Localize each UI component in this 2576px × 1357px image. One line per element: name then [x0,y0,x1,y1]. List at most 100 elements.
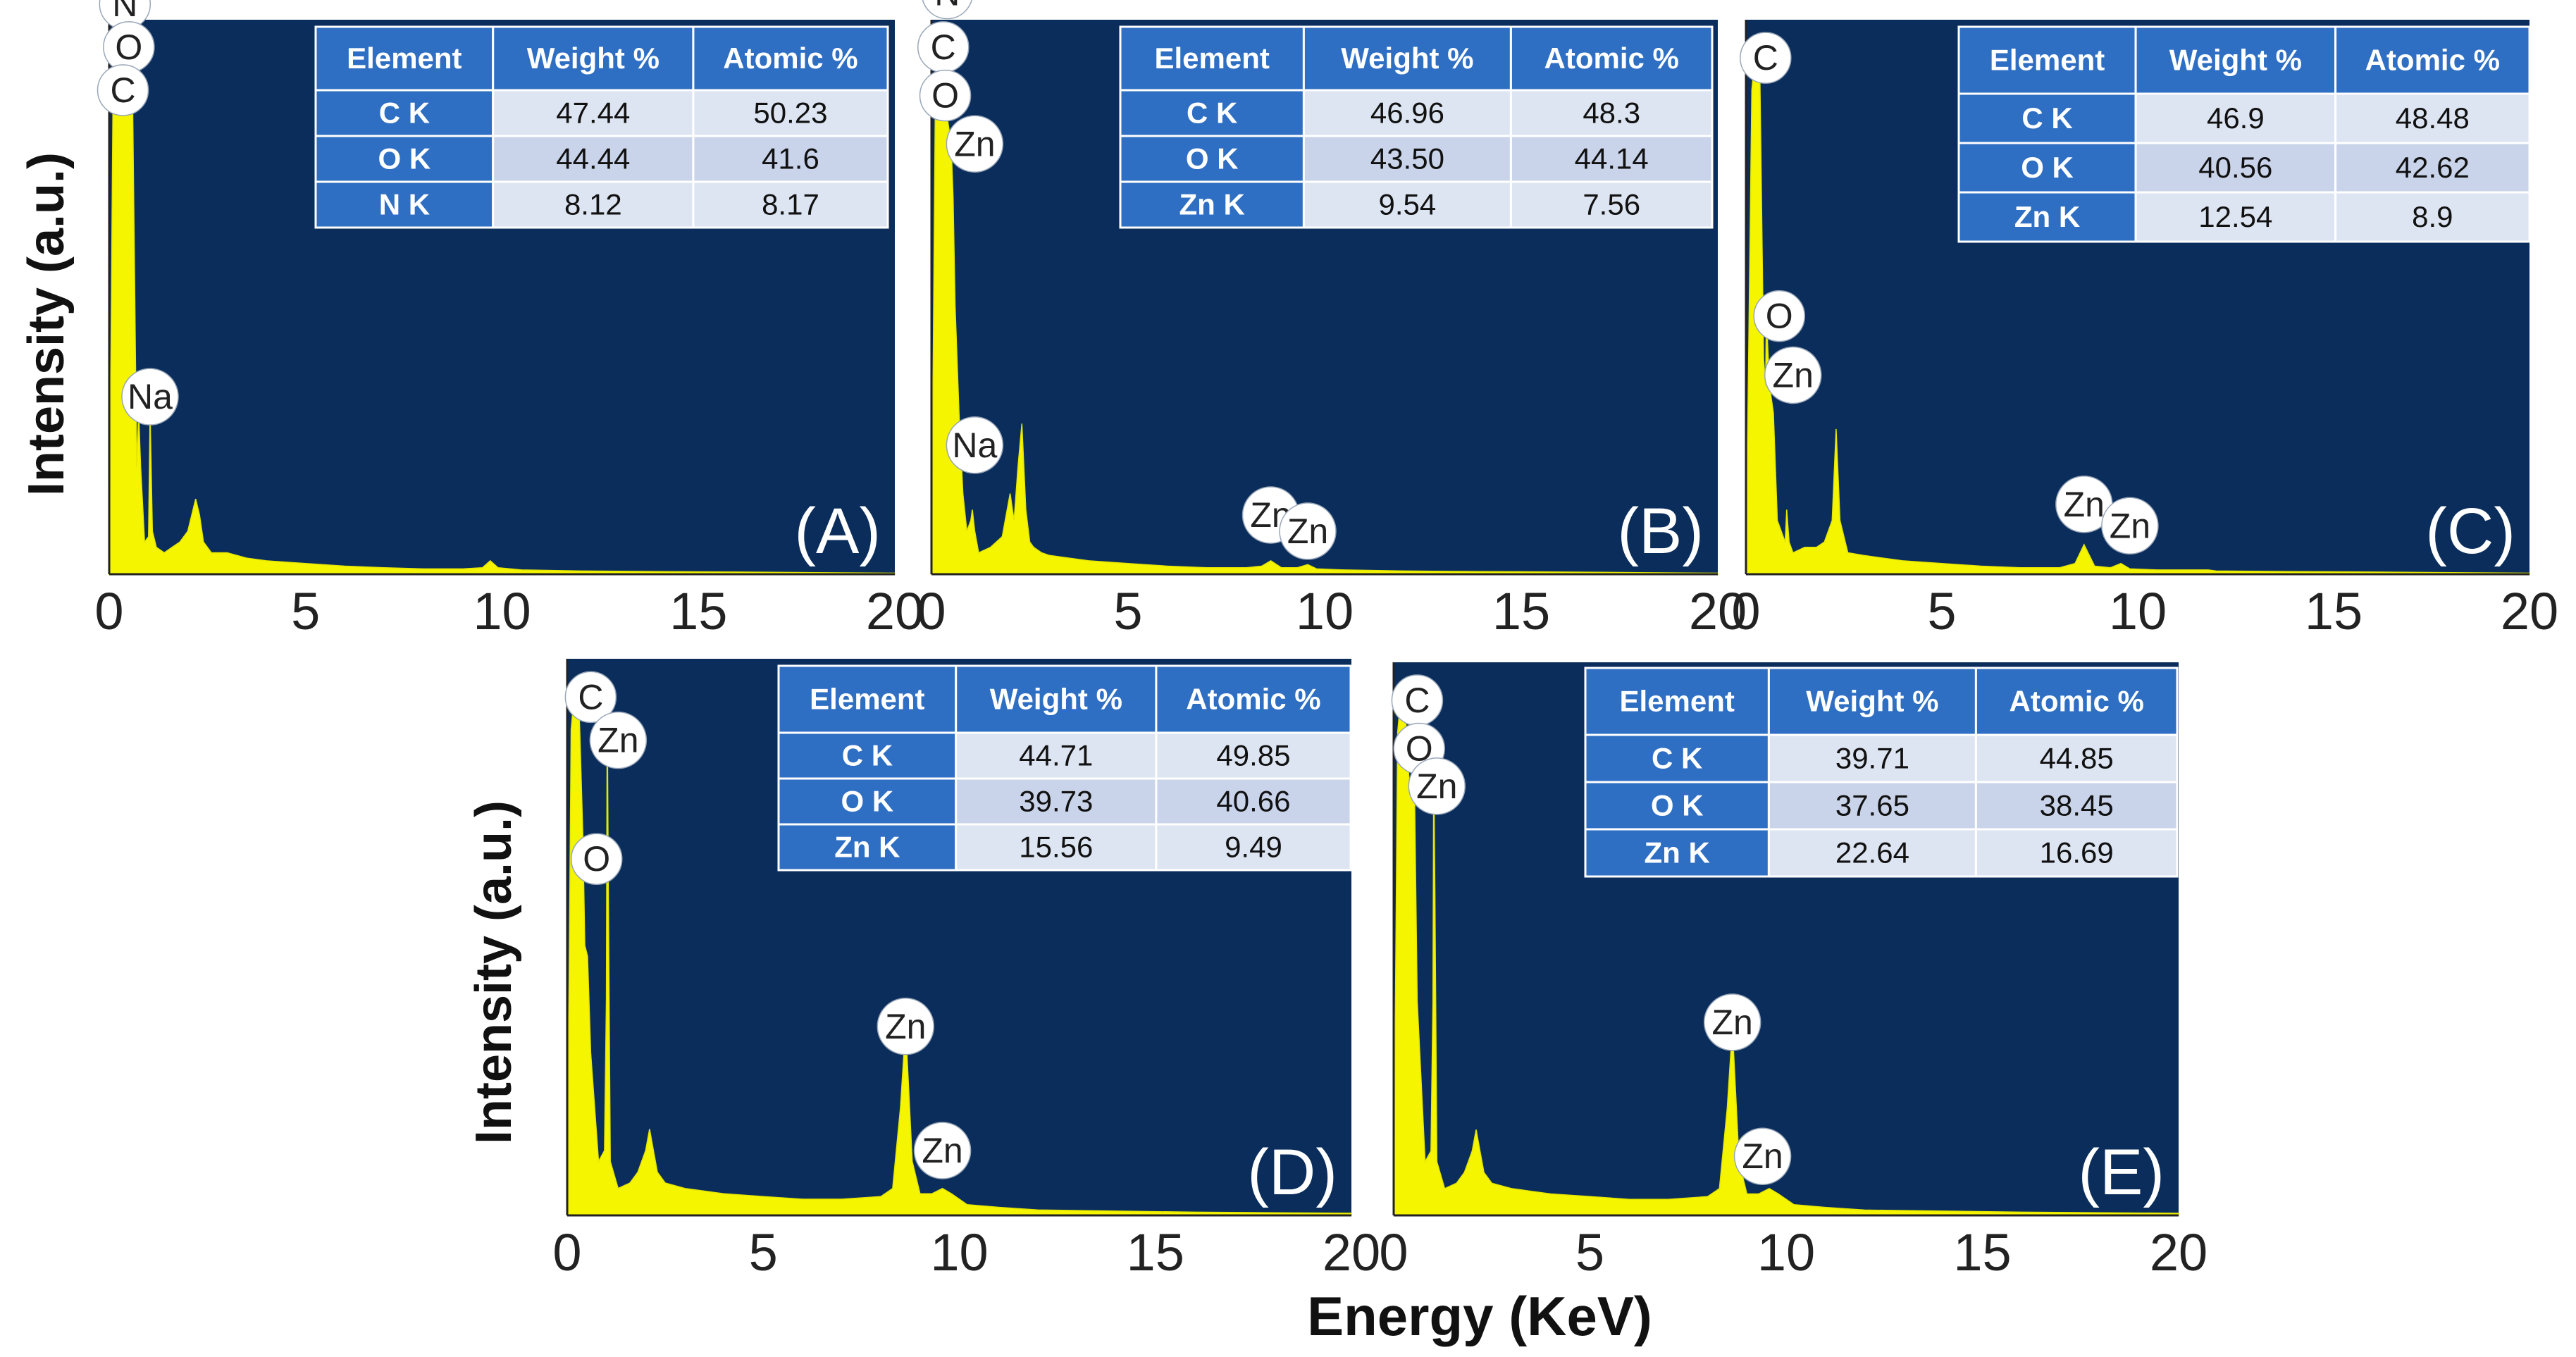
table-value-cell [1509,135,1714,183]
table-value-text: 15.56 [1019,831,1093,864]
x-tick-label: 0 [1379,1223,1408,1282]
table-row: O K 44.44 41.6 [314,135,889,183]
table-element-text: C K [842,739,893,772]
table-value-text: 39.71 [1835,742,1909,775]
peak-label-text: Zn [1287,512,1328,551]
table-header-text: Weight % [1806,685,1938,718]
eds-panel-a: 0 5 10 15 20 (A) NOC Na Element Weight % Atomic % C… [94,0,924,640]
table-header-text: Atomic % [2365,44,2500,77]
composition-table: Element Weight % Atomic % C K 46.9 48.48 O K 40… [1957,25,2531,243]
peak-label: Zn [1279,502,1337,560]
table-element-text: O K [1651,789,1704,822]
x-tick-label: 0 [552,1223,581,1282]
table-value-text: 39.73 [1019,785,1093,818]
peak-label-text: Zn [1416,767,1457,806]
peak-label-circle [877,998,935,1055]
table-header-text: Atomic % [1544,42,1679,75]
table-element-text: O K [841,785,894,818]
table-element-text: C K [379,97,430,130]
table-header-text: Element [810,683,924,716]
peak-label: C [564,671,617,724]
x-tick-label: 0 [1731,582,1760,640]
table-row: C K 46.96 48.3 [1119,89,1714,137]
peak-label: Zn [913,1122,972,1179]
peak-label: Na [121,368,179,426]
x-tick-label: 0 [917,582,946,640]
peak-label-circle [2101,497,2159,555]
table-element-cell [1584,781,1770,831]
table-row: C K 47.44 50.23 [314,89,889,137]
table-value-text: 44.14 [1575,142,1649,175]
x-tick-label: 5 [1575,1223,1604,1282]
peak-label-circle [564,671,617,724]
table-value-cell [1767,733,1977,783]
panel-label: (C) [2425,495,2515,567]
table-element-text: Zn K [2014,200,2080,233]
table-element-cell [1957,142,2137,194]
panel-label: (B) [1617,495,1704,567]
peak-label-text: Zn [2064,485,2105,524]
x-tick-label: 20 [1689,582,1747,640]
table-value-text: 49.85 [1216,739,1290,772]
peak-label-text: C [110,70,135,110]
table-row: O K 43.50 44.14 [1119,135,1714,183]
peak-label-text: N [934,0,960,13]
panel-label: (E) [2078,1136,2165,1208]
table-value-text: 16.69 [2040,836,2114,869]
table-value-cell [1302,135,1512,183]
table-value-text: 42.62 [2396,151,2470,184]
peak-label: O [103,21,155,73]
table-header-cell [1584,667,1770,736]
table-value-cell [1509,180,1714,229]
table-value-text: 46.96 [1370,97,1444,130]
peak-label: Zn [2101,497,2159,555]
peak-label: Zn [877,998,935,1055]
peak-label-circle [121,368,179,426]
peak-label: C [97,64,149,116]
peak-label-circle [97,64,149,116]
x-tick-label: 15 [1953,1223,2011,1282]
table-header-text: Element [347,42,462,75]
peak-label-text: C [1404,681,1430,720]
table-row: C K 46.9 48.48 [1957,92,2531,144]
composition-table: Element Weight % Atomic % C K 44.71 49.85 O K 3… [777,664,1352,872]
table-value-text: 8.12 [564,188,622,221]
x-tick-label: 20 [2501,582,2558,640]
table-row: O K 40.56 42.62 [1957,142,2531,194]
table-value-text: 7.56 [1583,188,1640,221]
x-tick-label: 0 [94,582,123,640]
peak-label-text: N [112,0,137,24]
peak-label: Zn [1703,993,1761,1051]
table-value-cell [492,180,695,229]
table-value-cell [955,731,1158,780]
table-value-text: 46.9 [2207,101,2265,135]
table-value-text: 22.64 [1835,836,1909,869]
peak-label: N [99,0,151,30]
table-element-cell [314,135,495,183]
peak-label-text: C [931,27,956,67]
x-tick-label: 15 [1127,1223,1184,1282]
table-header-cell [1155,664,1352,734]
peak-label-circle [1753,290,1806,342]
peak-label-circle [946,115,1004,173]
peak-label: Zn [589,711,648,769]
table-header-text: Element [1155,42,1270,75]
table-element-text: O K [1186,142,1239,175]
table-value-text: 8.9 [2412,200,2453,233]
peak-label: Zn [1733,1127,1792,1185]
table-element-text: O K [378,142,431,175]
table-element-cell [777,731,958,780]
table-value-cell [955,777,1158,826]
table-header-text: Element [1990,44,2105,77]
table-header-cell [1957,25,2137,95]
peak-label-circle [946,416,1004,474]
peak-label-circle [1740,32,1792,84]
table-row: O K 37.65 38.45 [1584,781,2179,831]
peak-label-text: O [115,27,142,67]
eds-panel-d: 0 5 10 15 20 (D) C Zn O Zn Zn Element Weight % Atomic… [552,659,1380,1282]
table-value-text: 9.49 [1225,831,1282,864]
table-value-cell [1767,781,1977,831]
peak-label-text: Zn [922,1131,962,1170]
composition-table: Element Weight % Atomic % C K 46.96 48.3 O K 43… [1119,25,1714,229]
